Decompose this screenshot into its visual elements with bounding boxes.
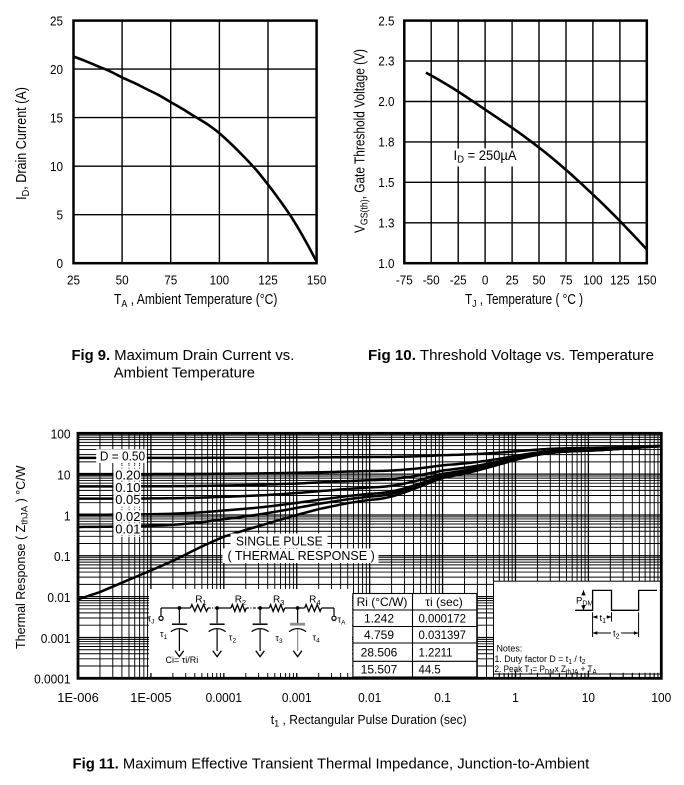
svg-text:Fig 11. Maximum Effective Tra: Fig 11. Maximum Effective Transient Ther…	[73, 756, 591, 772]
svg-text:150: 150	[307, 273, 327, 288]
svg-text:τ4: τ4	[313, 632, 321, 644]
svg-text:t1 , Rectangular Pulse Duratio: t1 , Rectangular Pulse Duration (sec)	[271, 713, 467, 729]
svg-text:0.01: 0.01	[115, 521, 140, 536]
svg-text:1.0: 1.0	[378, 256, 394, 271]
svg-text:1.2211: 1.2211	[419, 646, 453, 659]
svg-text:0.1: 0.1	[434, 691, 451, 705]
svg-text:2.5: 2.5	[378, 14, 394, 29]
svg-text:1. Duty factor D = t1 / t2: 1. Duty factor D = t1 / t2	[495, 654, 586, 666]
svg-text:20: 20	[50, 62, 63, 77]
svg-text:Ri (°C/W): Ri (°C/W)	[357, 595, 408, 609]
svg-text:R3: R3	[273, 595, 284, 608]
svg-text:44.5: 44.5	[419, 663, 442, 676]
svg-text:R4: R4	[309, 595, 320, 608]
svg-text:1.8: 1.8	[378, 135, 394, 150]
svg-text:τi (sec): τi (sec)	[425, 595, 462, 609]
svg-text:0.01: 0.01	[47, 591, 70, 605]
svg-text:-75: -75	[396, 273, 413, 288]
svg-text:TJ , Temperature ( °C ): TJ , Temperature ( °C )	[465, 291, 583, 310]
svg-text:0.01: 0.01	[358, 691, 381, 705]
svg-text:2.0: 2.0	[378, 95, 394, 110]
svg-text:Fig 10. Threshold Voltage vs.: Fig 10. Threshold Voltage vs. Temperatur…	[368, 347, 654, 364]
svg-text:0.0001: 0.0001	[206, 691, 243, 705]
svg-text:75: 75	[559, 273, 572, 288]
svg-text:τ3: τ3	[275, 633, 283, 645]
svg-text:100: 100	[51, 427, 71, 441]
svg-text:25: 25	[506, 273, 519, 288]
svg-text:10: 10	[57, 468, 70, 482]
svg-text:R2: R2	[235, 595, 246, 608]
svg-text:1: 1	[64, 509, 71, 523]
svg-text:125: 125	[258, 273, 278, 288]
svg-text:τA: τA	[338, 615, 347, 627]
svg-text:( THERMAL RESPONSE ): ( THERMAL RESPONSE )	[228, 549, 375, 563]
svg-text:125: 125	[610, 273, 630, 288]
svg-text:t2: t2	[613, 629, 620, 641]
svg-text:1.5: 1.5	[378, 175, 394, 190]
svg-text:τJ: τJ	[148, 614, 155, 626]
svg-text:10: 10	[50, 159, 63, 174]
svg-text:Fig 9. Maximum Drain Current: Fig 9. Maximum Drain Current vs.	[71, 348, 294, 364]
svg-text:0.10: 0.10	[115, 480, 140, 495]
svg-text:100: 100	[210, 273, 230, 288]
svg-text:ID = 250µA: ID = 250µA	[454, 148, 517, 166]
svg-text:1E-006: 1E-006	[57, 690, 98, 705]
svg-text:R1: R1	[195, 595, 206, 608]
svg-text:Thermal Response ( ZthJA ) °C/: Thermal Response ( ZthJA ) °C/W	[14, 465, 31, 649]
svg-text:TA , Ambient Temperature (°C): TA , Ambient Temperature (°C)	[114, 291, 277, 310]
svg-text:100: 100	[651, 691, 671, 705]
svg-text:SINGLE PULSE: SINGLE PULSE	[236, 534, 323, 548]
svg-text:0.05: 0.05	[115, 492, 140, 507]
svg-text:1.242: 1.242	[364, 612, 394, 626]
svg-text:VGS(th), Gate Threshold Voltag: VGS(th), Gate Threshold Voltage (V)	[351, 49, 370, 233]
svg-text:0.000172: 0.000172	[419, 612, 466, 625]
svg-text:Ci= τi/Ri: Ci= τi/Ri	[166, 655, 199, 665]
svg-text:25: 25	[67, 273, 80, 288]
svg-text:1E-005: 1E-005	[130, 690, 171, 705]
svg-text:ID, Drain Current (A): ID, Drain Current (A)	[13, 87, 32, 200]
svg-text:100: 100	[583, 273, 603, 288]
svg-text:10: 10	[582, 691, 595, 705]
svg-text:2.3: 2.3	[378, 54, 394, 69]
svg-text:75: 75	[164, 273, 177, 288]
svg-text:150: 150	[637, 273, 657, 288]
svg-text:15: 15	[50, 111, 63, 126]
svg-text:0: 0	[56, 256, 63, 271]
svg-text:0.001: 0.001	[41, 631, 71, 645]
svg-text:0.02: 0.02	[115, 509, 140, 524]
svg-text:28.506: 28.506	[361, 645, 398, 659]
svg-text:D = 0.50: D = 0.50	[100, 449, 145, 464]
svg-text:1.3: 1.3	[378, 216, 394, 231]
svg-text:-25: -25	[450, 273, 467, 288]
svg-text:0: 0	[482, 273, 489, 288]
svg-text:Ambient Temperature: Ambient Temperature	[114, 365, 255, 381]
svg-text:Notes:: Notes:	[497, 643, 523, 653]
svg-text:0.0001: 0.0001	[34, 672, 71, 686]
svg-text:t1: t1	[600, 613, 607, 625]
svg-text:25: 25	[50, 14, 63, 29]
svg-text:4.759: 4.759	[364, 628, 394, 642]
svg-text:50: 50	[533, 273, 546, 288]
svg-text:5: 5	[56, 208, 63, 223]
svg-text:1: 1	[512, 691, 519, 705]
svg-text:0.001: 0.001	[282, 691, 312, 705]
svg-text:τ1: τ1	[160, 629, 168, 641]
svg-text:0.20: 0.20	[115, 467, 140, 482]
svg-text:-50: -50	[423, 273, 440, 288]
svg-text:15.507: 15.507	[361, 662, 398, 676]
svg-text:0.1: 0.1	[54, 550, 71, 564]
svg-text:τ2: τ2	[229, 632, 237, 644]
svg-text:0.031397: 0.031397	[419, 629, 466, 642]
svg-text:50: 50	[116, 273, 129, 288]
